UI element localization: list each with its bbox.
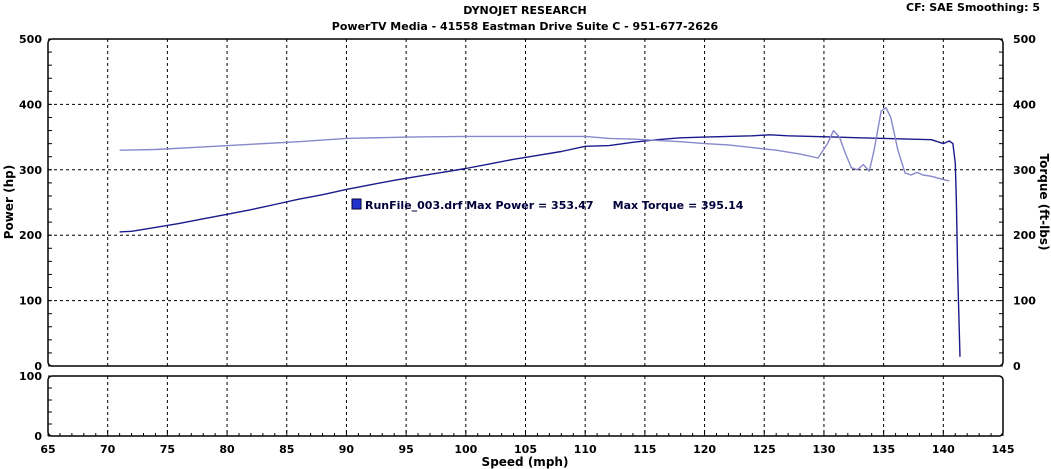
chart-info: CF: SAE Smoothing: 5 [906, 1, 1040, 14]
y-axis-left: 0 100 200 300 400 500 [19, 33, 52, 373]
y-right-tick-label: 100 [1013, 295, 1036, 308]
y-left-tick-label: 500 [19, 33, 42, 46]
x-tick-label: 130 [812, 443, 835, 456]
x-tick-label: 90 [339, 443, 355, 456]
y-left-tick-label: 0 [34, 360, 42, 373]
main-grid [48, 39, 1003, 366]
x-tick-label: 140 [932, 443, 955, 456]
y-axis-lower: 0 100 [19, 370, 52, 443]
x-tick-label: 80 [219, 443, 235, 456]
legend-swatch [351, 198, 362, 210]
x-tick-label: 105 [514, 443, 537, 456]
x-tick-label: 100 [454, 443, 477, 456]
x-tick-label: 125 [753, 443, 776, 456]
chart-subtitle: PowerTV Media - 41558 Eastman Drive Suit… [332, 20, 719, 33]
y-right-tick-label: 300 [1013, 164, 1036, 177]
x-tick-label: 70 [100, 443, 116, 456]
torque-curve [119, 107, 950, 182]
y-lower-tick-label: 100 [19, 370, 42, 383]
x-tick-label: 135 [872, 443, 895, 456]
legend: RunFile_003.drf Max Power = 353.47 Max T… [351, 198, 744, 212]
y-left-tick-label: 400 [19, 98, 42, 111]
y-right-tick-label: 0 [1013, 360, 1021, 373]
y-axis-right-title: Torque (ft-lbs) [1037, 154, 1051, 251]
x-tick-label: 120 [693, 443, 716, 456]
y-right-tick-label: 400 [1013, 98, 1036, 111]
x-tick-label: 65 [40, 443, 55, 456]
x-axis-title: Speed (mph) [482, 455, 569, 469]
y-lower-tick-label: 0 [34, 430, 42, 443]
y-left-tick-label: 300 [19, 164, 42, 177]
y-left-tick-label: 100 [19, 295, 42, 308]
x-tick-label: 115 [633, 443, 656, 456]
x-axis: 65 70 75 80 85 90 95 100 105 110 115 120 125 130 135 14… [40, 430, 1014, 456]
y-left-tick-label: 200 [19, 229, 42, 242]
x-tick-label: 95 [398, 443, 413, 456]
y-axis-left-title: Power (hp) [2, 165, 16, 239]
legend-text: RunFile_003.drf Max Power = 353.47 Max T… [365, 199, 744, 212]
y-right-tick-label: 200 [1013, 229, 1036, 242]
x-tick-label: 145 [992, 443, 1015, 456]
y-axis-right: 0 100 200 300 400 500 [999, 33, 1036, 373]
chart-title: DYNOJET RESEARCH [463, 4, 586, 17]
y-right-tick-label: 500 [1013, 33, 1036, 46]
x-tick-label: 85 [279, 443, 294, 456]
series-layer [119, 107, 961, 357]
power-curve [119, 134, 961, 357]
x-tick-label: 110 [574, 443, 597, 456]
lower-grid [107, 376, 944, 436]
x-tick-label: 75 [160, 443, 175, 456]
